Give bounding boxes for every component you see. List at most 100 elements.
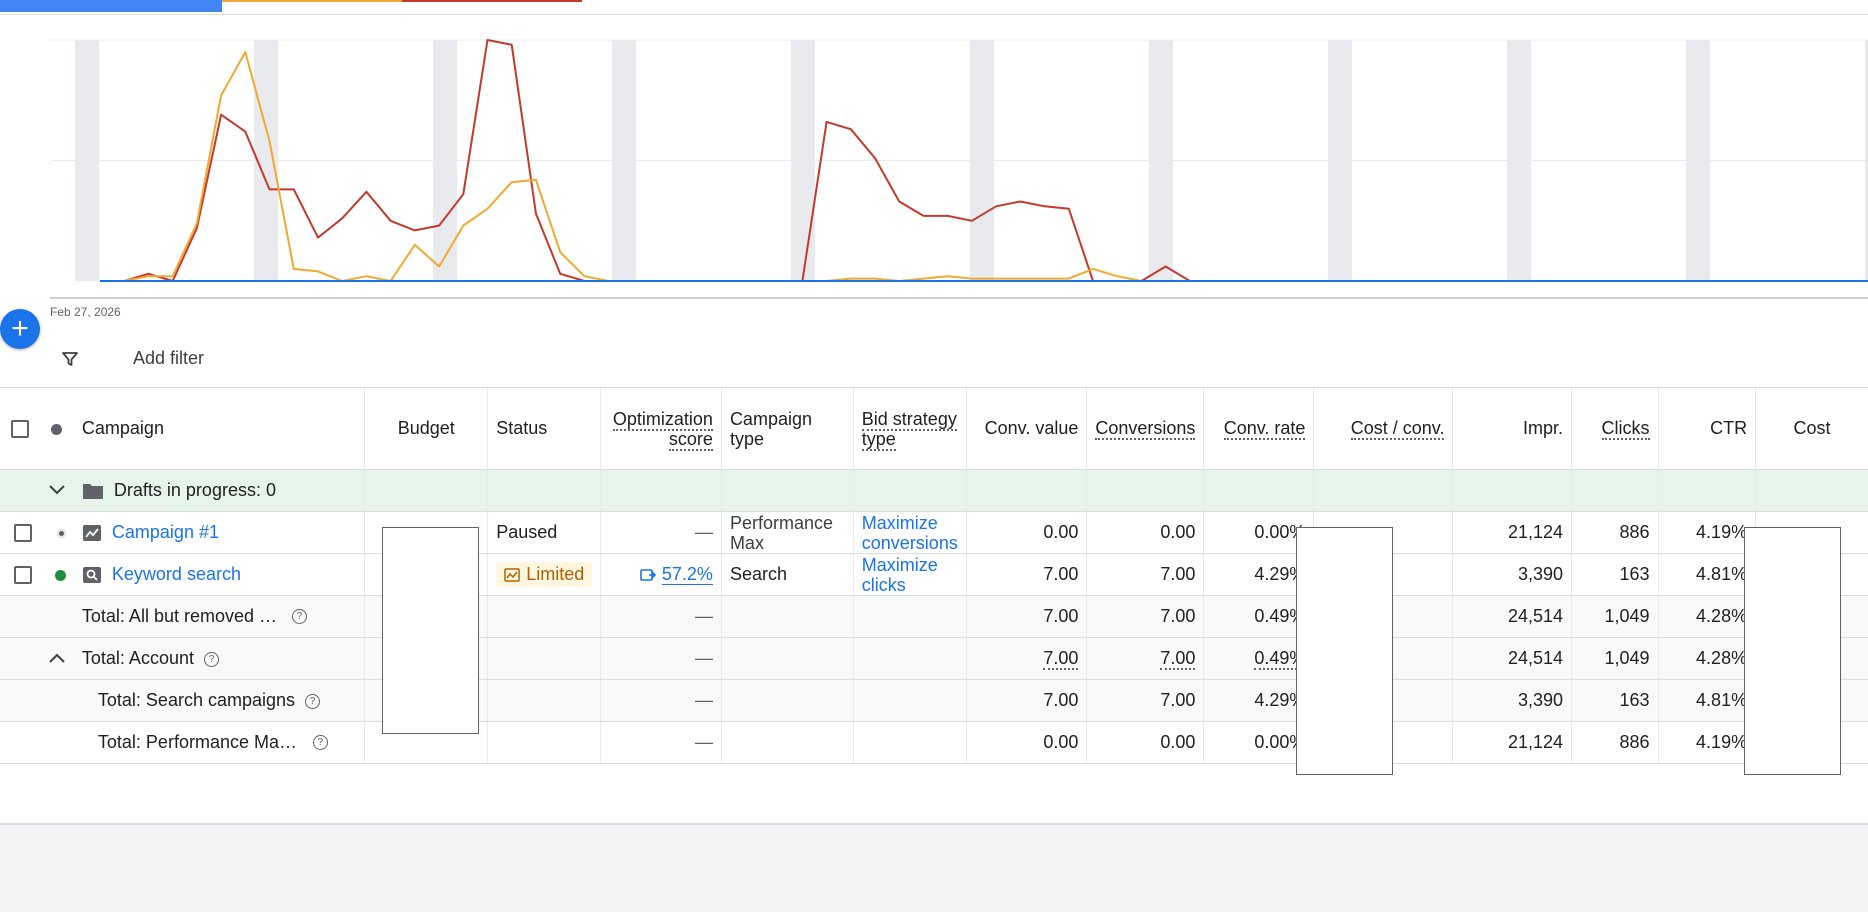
header-campaign-type[interactable]: Campaign type (721, 388, 854, 470)
header-conv-rate-label[interactable]: Conv. rate (1223, 418, 1306, 440)
clicks-cell: 163 (1571, 553, 1659, 596)
conversions-cell: 0.00 (1086, 721, 1205, 764)
conv-value-cell: 7.00 (966, 679, 1088, 722)
drafts-label: Drafts in progress: 0 (113, 480, 276, 500)
row-checkbox[interactable] (13, 566, 32, 585)
header-opt-score-label[interactable]: Optimization score (612, 408, 713, 451)
total-row: Total: Search campaigns? — 7.00 7.00 4.2… (0, 679, 1868, 722)
scorecard-tab-strip[interactable] (0, 0, 1868, 15)
help-icon[interactable]: ? (291, 609, 307, 625)
clicks-cell: 163 (1571, 679, 1659, 722)
drafts-cell: Drafts in progress: 0 (73, 469, 366, 512)
bid-strategy-link[interactable]: Maximize clicks (861, 554, 938, 595)
header-conversions-label[interactable]: Conversions (1095, 418, 1196, 440)
help-icon[interactable]: ? (203, 651, 219, 667)
header-opt-score[interactable]: Optimization score (600, 388, 722, 470)
bid-strategy-link[interactable]: Maximize conversions (861, 512, 958, 553)
campaigns-page: Feb 27, 2026 Add filter + Campaign Budge… (0, 0, 1868, 825)
opt-score-link[interactable]: 57.2% (661, 564, 713, 585)
search-campaign-icon (82, 566, 101, 583)
conversions-cell: 7.00 (1086, 679, 1205, 722)
totals-collapse[interactable] (39, 637, 74, 680)
performance-chart (0, 30, 1868, 330)
ctr-cell: 4.19% (1658, 721, 1757, 764)
header-conversions[interactable]: Conversions (1086, 388, 1205, 470)
header-bid-strategy-label[interactable]: Bid strategy type (861, 408, 957, 451)
performance-chart-svg (50, 39, 1868, 299)
total-label: Total: Account (81, 648, 194, 668)
conv-value-cell: 7.00 (966, 595, 1088, 638)
row-checkbox[interactable] (13, 524, 32, 543)
conv-rate-cell: 0.00% (1203, 721, 1315, 764)
total-name-cell: Total: Performance Max campaigns? (73, 721, 366, 764)
header-campaign[interactable]: Campaign (73, 388, 366, 470)
limited-status-label: Limited (526, 564, 585, 584)
conv-value-cell[interactable]: 7.00 (966, 637, 1088, 680)
status-cell[interactable]: Limited (487, 553, 602, 596)
campaign-name-cell: Campaign #1 (73, 511, 366, 554)
conversions-cell[interactable]: 7.00 (1086, 637, 1205, 680)
add-filter-button[interactable]: Add filter (133, 348, 205, 368)
opt-score-cell: — (600, 721, 722, 764)
opt-score-cell: — (600, 595, 722, 638)
table-row[interactable]: Keyword search Limited 57.2% Search Maxi… (0, 553, 1868, 596)
opt-score-cell: — (600, 679, 722, 722)
header-impr[interactable]: Impr. (1452, 388, 1573, 470)
select-all-checkbox[interactable] (10, 420, 29, 439)
header-status[interactable]: Status (487, 388, 602, 470)
impr-cell: 3,390 (1452, 679, 1573, 722)
header-clicks[interactable]: Clicks (1571, 388, 1659, 470)
header-bid-strategy[interactable]: Bid strategy type (853, 388, 967, 470)
header-conv-value[interactable]: Conv. value (966, 388, 1088, 470)
header-cost-conv[interactable]: Cost / conv. (1313, 388, 1454, 470)
header-cost[interactable]: Cost (1755, 388, 1868, 470)
header-select-all[interactable] (0, 388, 40, 470)
header-cost-conv-label[interactable]: Cost / conv. (1350, 418, 1445, 440)
limited-status-badge[interactable]: Limited (496, 562, 593, 587)
scorecard-tab-yellow[interactable] (222, 0, 402, 2)
header-clicks-label[interactable]: Clicks (1601, 418, 1650, 440)
scorecard-tab-blue[interactable] (0, 0, 222, 12)
help-icon[interactable]: ? (305, 693, 321, 709)
ctr-cell: 4.28% (1658, 637, 1757, 680)
chevron-up-icon[interactable] (48, 652, 66, 664)
enabled-status-icon[interactable] (54, 569, 66, 581)
paused-status-icon[interactable] (56, 528, 66, 538)
campaign-link[interactable]: Keyword search (111, 564, 241, 584)
conv-rate-link[interactable]: 0.49% (1254, 648, 1306, 670)
opt-score-cell: — (600, 637, 722, 680)
chart-date-label: Feb 27, 2026 (50, 305, 121, 319)
campaign-link[interactable]: Campaign #1 (111, 522, 219, 542)
chevron-down-icon[interactable] (48, 484, 66, 496)
filter-icon[interactable] (60, 349, 80, 369)
total-label: Total: Performance Max campaigns (97, 732, 303, 753)
opt-score-cell: — (600, 511, 722, 554)
conv-rate-cell: 4.29% (1203, 679, 1315, 722)
ctr-cell: 4.28% (1658, 595, 1757, 638)
add-campaign-button[interactable]: + (0, 309, 40, 349)
impr-cell: 24,514 (1452, 595, 1573, 638)
limited-chart-icon (504, 567, 520, 582)
filter-bar: Add filter (0, 331, 1868, 388)
drafts-collapse[interactable] (39, 469, 74, 512)
header-conv-rate[interactable]: Conv. rate (1203, 388, 1315, 470)
header-ctr[interactable]: CTR (1658, 388, 1757, 470)
conversions-cell: 0.00 (1086, 511, 1205, 554)
conv-value-cell: 0.00 (966, 721, 1088, 764)
total-name-cell: Total: Search campaigns? (73, 679, 366, 722)
total-name-cell: Total: All but removed campaigns? (73, 595, 366, 638)
scorecard-tab-red[interactable] (402, 0, 582, 2)
conversions-link[interactable]: 7.00 (1160, 648, 1196, 670)
conv-value-cell: 7.00 (966, 553, 1088, 596)
conv-value-link[interactable]: 7.00 (1043, 648, 1079, 670)
opt-score-cell[interactable]: 57.2% (600, 553, 722, 596)
impr-cell: 21,124 (1452, 511, 1573, 554)
redacted-cost-box (1744, 527, 1841, 775)
table-row[interactable]: Campaign #1 Paused — Performance Max Max… (0, 511, 1868, 554)
bid-strategy-cell[interactable]: Maximize conversions (853, 511, 967, 554)
folder-icon (82, 483, 103, 499)
drafts-row[interactable]: Drafts in progress: 0 (0, 469, 1868, 512)
help-icon[interactable]: ? (312, 735, 328, 751)
bid-strategy-cell[interactable]: Maximize clicks (853, 553, 967, 596)
header-budget[interactable]: Budget (364, 388, 489, 470)
